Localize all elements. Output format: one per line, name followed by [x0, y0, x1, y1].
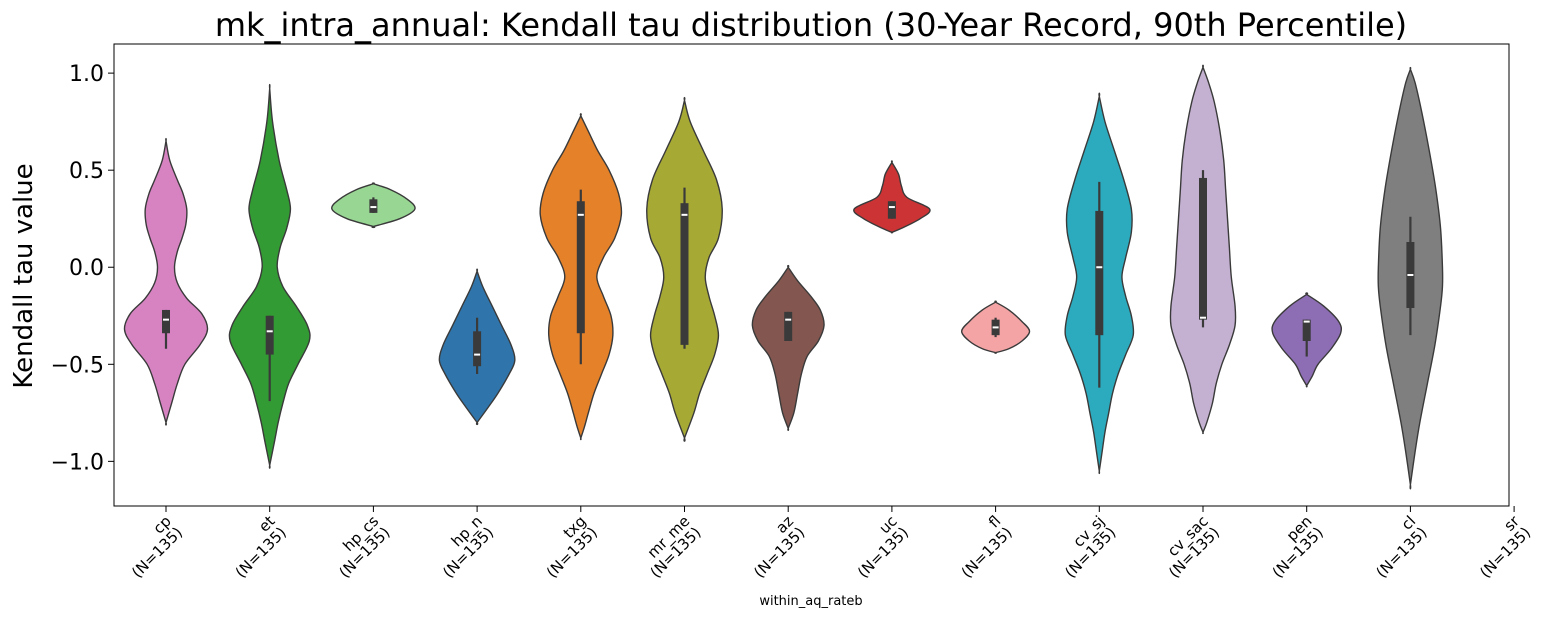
x-tick-label-cv_sj: cv_sj(N=135) — [1061, 512, 1119, 581]
x-tick-label-sr: sr(N=135) — [1476, 512, 1534, 582]
iqr-box-txg — [576, 201, 585, 334]
iqr-box-az — [784, 311, 793, 341]
y-tick-label: −0.5 — [51, 353, 104, 378]
violin-az — [751, 264, 825, 431]
violin-layer — [123, 64, 1444, 490]
x-tick-label-cl: cl(N=135) — [1372, 512, 1430, 581]
chart-title: mk_intra_annual: Kendall tau distributio… — [215, 6, 1407, 44]
iqr-box-cv_sj — [1095, 210, 1104, 336]
x-tick-label-uc: uc(N=135) — [854, 512, 912, 581]
iqr-box-mr_me — [680, 203, 689, 345]
iqr-box-uc — [887, 201, 896, 219]
violin-uc — [853, 160, 931, 234]
x-tick-label-et: et(N=135) — [232, 512, 290, 581]
y-axis-label: Kendall tau value — [9, 163, 39, 388]
x-tick-label-hp_cs: hp_cs(N=135) — [335, 512, 393, 582]
x-tick-label-pen: pen(N=135) — [1269, 512, 1327, 581]
x-tick-label-line: (N=135) — [232, 523, 290, 581]
x-axis-label: within_aq_rateb — [759, 594, 862, 609]
y-tick-label: 0.5 — [69, 159, 104, 184]
x-tick-label-fl: fl(N=135) — [958, 512, 1016, 581]
iqr-box-hp_n — [473, 331, 482, 367]
x-tick-label-mr_me: mr_me(N=135) — [644, 512, 705, 581]
iqr-box-et — [265, 315, 274, 355]
x-tick-label-cv_sac: cv_sac(N=135) — [1164, 512, 1223, 581]
violin-cp — [123, 137, 209, 426]
x-tick-label-txg: txg(N=135) — [543, 512, 601, 581]
plot-frame — [113, 43, 1510, 507]
y-tick-label: 0.0 — [69, 256, 104, 281]
y-tick-label: 1.0 — [69, 62, 104, 87]
y-tick-label: −1.0 — [51, 450, 104, 475]
x-tick-label-line: (N=135) — [958, 523, 1016, 581]
y-axis: 1.0 0.5 0.0 −0.5 −1.0 — [51, 62, 114, 475]
x-tick-label-line: (N=135) — [1476, 523, 1534, 581]
x-tick-label-cp: cp(N=135) — [128, 512, 186, 581]
x-tick-label-line: (N=135) — [1372, 523, 1430, 581]
x-tick-label-az: az(N=135) — [750, 512, 808, 581]
violin-et — [228, 83, 311, 469]
iqr-box-cp — [162, 309, 170, 334]
iqr-box-pen — [1302, 319, 1311, 341]
x-axis: cp(N=135) et(N=135) hp_cs(N=135) hp_n(N=135… — [128, 506, 1534, 582]
x-tick-label-hp_n: hp_n(N=135) — [439, 512, 497, 581]
iqr-box-cv_sac — [1199, 177, 1207, 320]
